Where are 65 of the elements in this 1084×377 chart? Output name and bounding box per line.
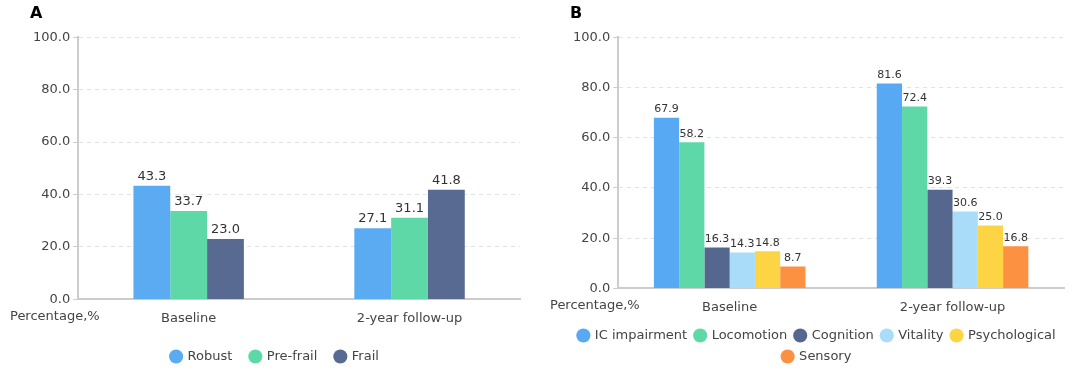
bar [170, 211, 208, 299]
legend-label: Pre-frail [266, 347, 318, 363]
data-label: 14.3 [730, 236, 755, 250]
data-label: 25.0 [978, 209, 1003, 223]
x-tick-label: Baseline [702, 298, 758, 314]
y-tick-label: 100.0 [573, 28, 611, 44]
data-label: 72.4 [902, 90, 927, 104]
bar [1003, 246, 1029, 288]
x-tick-label: 2-year follow-up [356, 309, 463, 325]
data-label: 23.0 [211, 220, 240, 236]
bar [952, 211, 978, 288]
bar [729, 252, 755, 288]
y-tick-label: 100.0 [33, 28, 71, 44]
bar [133, 185, 171, 299]
data-label: 14.8 [755, 235, 780, 249]
y-tick-label: 80.0 [41, 81, 71, 97]
legend-label: Vitality [898, 326, 944, 342]
y-axis-title: Percentage,% [550, 297, 640, 313]
bar [653, 117, 680, 288]
bar [927, 189, 953, 288]
chart-title: A [30, 2, 43, 22]
data-label: 31.1 [395, 199, 425, 215]
y-tick-label: 60.0 [41, 133, 71, 149]
data-label: 43.3 [137, 167, 167, 183]
bar [780, 266, 806, 288]
data-label: 27.1 [358, 210, 388, 226]
chart-title: B [570, 2, 583, 22]
data-label: 41.8 [431, 171, 461, 187]
y-tick-label: 20.0 [41, 238, 71, 254]
legend-label: Psychological [968, 326, 1056, 342]
legend-label: Cognition [811, 326, 874, 342]
bar [679, 142, 705, 288]
data-label: 67.9 [654, 102, 679, 116]
legend-label: Robust [187, 347, 233, 363]
data-label: 16.8 [1003, 230, 1028, 244]
bar [876, 83, 903, 288]
bar [977, 225, 1004, 288]
data-label: 58.2 [679, 126, 705, 140]
y-tick-label: 40.0 [581, 179, 611, 195]
bar [427, 189, 465, 299]
data-label: 8.7 [784, 250, 802, 264]
x-tick-label: Baseline [161, 309, 217, 325]
data-label: 81.6 [877, 67, 902, 81]
data-label: 30.6 [952, 195, 978, 209]
data-label: 16.3 [704, 231, 730, 245]
y-tick-label: 80.0 [581, 78, 611, 94]
data-label: 39.3 [927, 174, 953, 188]
y-tick-label: 0.0 [589, 279, 611, 295]
legend-label: Frail [351, 347, 379, 363]
bar [391, 217, 428, 299]
y-tick-label: 60.0 [581, 129, 611, 145]
y-tick-label: 20.0 [581, 229, 611, 245]
bar [704, 247, 730, 288]
data-label: 33.7 [174, 192, 204, 208]
legend-label: IC impairment [594, 326, 688, 342]
legend-label: Sensory [799, 347, 852, 363]
bar [902, 106, 928, 288]
y-tick-label: 40.0 [41, 185, 71, 201]
x-tick-label: 2-year follow-up [899, 298, 1006, 314]
legend-label: Locomotion [711, 326, 788, 342]
y-axis-title: Percentage,% [10, 308, 100, 324]
bar [207, 239, 244, 299]
bar [354, 228, 392, 299]
bar [754, 251, 781, 288]
y-tick-label: 0.0 [49, 290, 71, 306]
